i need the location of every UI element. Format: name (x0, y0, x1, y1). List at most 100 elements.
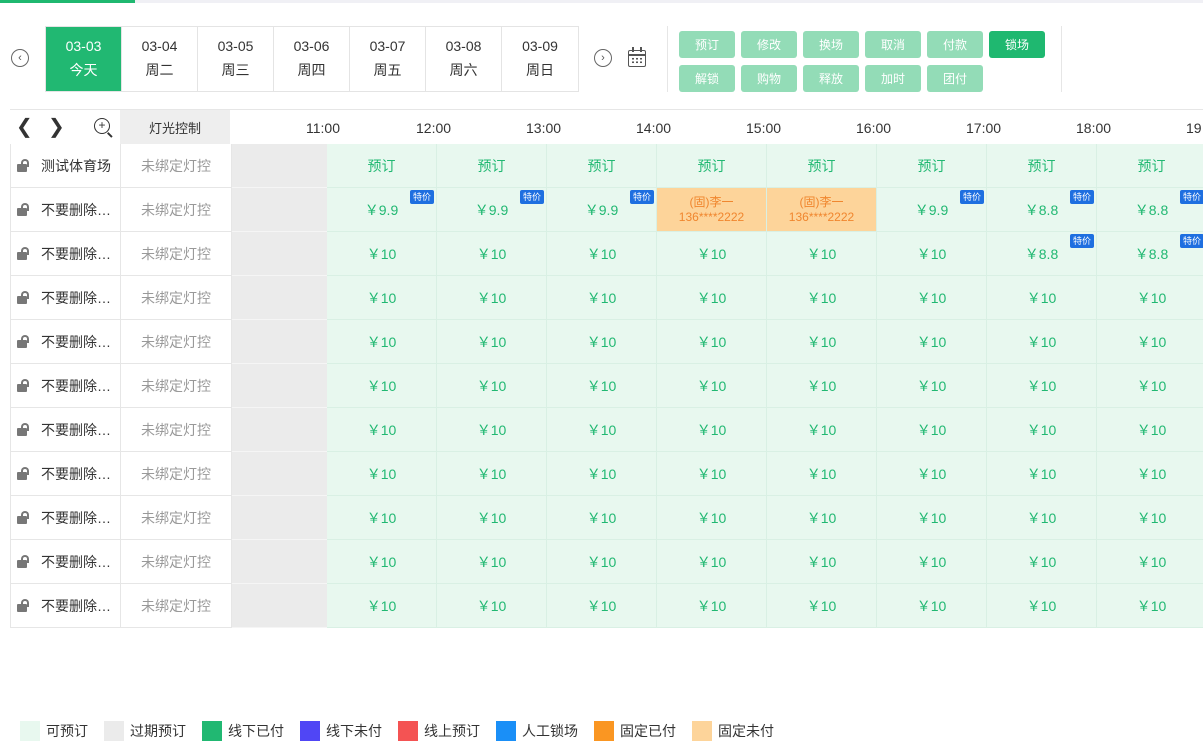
time-slot[interactable]: ￥10 (437, 232, 547, 276)
time-slot[interactable]: ￥9.9 特价 (547, 188, 657, 232)
time-slot[interactable]: ￥10 (987, 496, 1097, 540)
time-slot[interactable]: ￥10 (1097, 320, 1203, 364)
time-slot[interactable]: ￥10 (987, 584, 1097, 628)
time-slot[interactable]: 预订 (657, 144, 767, 188)
time-slot[interactable]: ￥10 (657, 364, 767, 408)
time-slot[interactable]: ￥10 (327, 276, 437, 320)
court-name-cell[interactable]: 不要删除… (10, 276, 121, 320)
time-slot[interactable]: ￥10 (987, 408, 1097, 452)
time-slot[interactable]: ￥10 (877, 408, 987, 452)
prev-week-icon[interactable]: ‹ (11, 49, 29, 67)
time-slot[interactable]: ￥10 (327, 320, 437, 364)
unlock-icon[interactable] (17, 247, 31, 260)
time-slot[interactable]: ￥10 (657, 452, 767, 496)
unlock-icon[interactable] (17, 159, 31, 172)
action-button-7[interactable]: 解锁 (679, 65, 735, 92)
time-slot[interactable]: ￥10 (657, 540, 767, 584)
time-slot[interactable]: ￥10 (657, 496, 767, 540)
time-slot[interactable]: ￥9.9 特价 (437, 188, 547, 232)
time-slot[interactable]: ￥10 (437, 452, 547, 496)
time-slot[interactable]: ￥10 (327, 540, 437, 584)
action-button-11[interactable]: 团付 (927, 65, 983, 92)
date-tab-03-05[interactable]: 03-05 周三 (198, 27, 274, 91)
time-slot[interactable]: (固)李一 136****2222 (767, 188, 877, 232)
time-slot[interactable]: ￥10 (767, 496, 877, 540)
action-button-1[interactable]: 预订 (679, 31, 735, 58)
time-slot[interactable]: 预订 (547, 144, 657, 188)
time-slot[interactable]: ￥10 (877, 496, 987, 540)
unlock-icon[interactable] (17, 511, 31, 524)
time-slot[interactable]: ￥10 (657, 408, 767, 452)
time-slot[interactable]: ￥10 (877, 320, 987, 364)
scroll-left-icon[interactable]: ❮ (16, 116, 33, 138)
action-button-10[interactable]: 加时 (865, 65, 921, 92)
time-slot[interactable]: ￥10 (547, 452, 657, 496)
time-slot[interactable]: ￥10 (657, 320, 767, 364)
date-tab-03-06[interactable]: 03-06 周四 (274, 27, 350, 91)
court-name-cell[interactable]: 不要删除… (10, 584, 121, 628)
time-slot[interactable]: ￥10 (437, 320, 547, 364)
time-slot[interactable]: ￥10 (987, 276, 1097, 320)
time-slot[interactable]: ￥10 (547, 232, 657, 276)
time-slot[interactable]: ￥10 (1097, 452, 1203, 496)
unlock-icon[interactable] (17, 555, 31, 568)
time-slot[interactable]: 预订 (987, 144, 1097, 188)
time-slot[interactable]: ￥10 (437, 276, 547, 320)
time-slot[interactable]: 预订 (767, 144, 877, 188)
court-name-cell[interactable]: 不要删除… (10, 452, 121, 496)
date-tab-03-03[interactable]: 03-03 今天 (46, 27, 122, 91)
unlock-icon[interactable] (17, 335, 31, 348)
time-slot[interactable]: ￥10 (767, 540, 877, 584)
time-slot[interactable]: ￥9.9 特价 (877, 188, 987, 232)
court-name-cell[interactable]: 不要删除… (10, 364, 121, 408)
court-name-cell[interactable]: 不要删除… (10, 232, 121, 276)
time-slot[interactable]: ￥10 (437, 496, 547, 540)
time-slot[interactable]: ￥10 (437, 584, 547, 628)
time-slot[interactable]: ￥10 (547, 320, 657, 364)
time-slot[interactable]: ￥10 (437, 408, 547, 452)
unlock-icon[interactable] (17, 379, 31, 392)
court-name-cell[interactable]: 不要删除… (10, 540, 121, 584)
time-slot[interactable]: ￥10 (987, 320, 1097, 364)
time-slot[interactable]: ￥10 (437, 364, 547, 408)
time-slot[interactable]: 预订 (1097, 144, 1203, 188)
time-slot[interactable]: ￥9.9 特价 (327, 188, 437, 232)
time-slot[interactable]: ￥10 (767, 408, 877, 452)
time-slot[interactable]: ￥10 (657, 584, 767, 628)
time-slot[interactable]: ￥10 (327, 364, 437, 408)
scroll-right-icon[interactable]: ❯ (48, 116, 65, 138)
time-slot[interactable]: 预订 (437, 144, 547, 188)
court-name-cell[interactable]: 不要删除… (10, 320, 121, 364)
next-week-icon[interactable]: › (594, 49, 612, 67)
time-slot[interactable]: ￥10 (327, 232, 437, 276)
time-slot[interactable]: ￥10 (877, 540, 987, 584)
time-slot[interactable]: ￥10 (657, 232, 767, 276)
date-tab-03-04[interactable]: 03-04 周二 (122, 27, 198, 91)
time-slot[interactable]: ￥10 (877, 232, 987, 276)
time-slot[interactable]: ￥8.8 特价 (987, 188, 1097, 232)
time-slot[interactable]: ￥10 (1097, 496, 1203, 540)
unlock-icon[interactable] (17, 203, 31, 216)
time-slot[interactable]: ￥10 (1097, 276, 1203, 320)
time-slot[interactable]: ￥10 (547, 496, 657, 540)
court-name-cell[interactable]: 测试体育场 (10, 144, 121, 188)
time-slot[interactable]: ￥10 (877, 276, 987, 320)
action-button-9[interactable]: 释放 (803, 65, 859, 92)
time-slot[interactable]: ￥10 (767, 364, 877, 408)
time-slot[interactable]: ￥10 (657, 276, 767, 320)
unlock-icon[interactable] (17, 467, 31, 480)
time-slot[interactable]: ￥10 (327, 452, 437, 496)
time-slot[interactable]: (固)李一 136****2222 (657, 188, 767, 232)
time-slot[interactable]: ￥10 (327, 584, 437, 628)
time-slot[interactable]: ￥10 (1097, 540, 1203, 584)
unlock-icon[interactable] (17, 599, 31, 612)
time-slot[interactable]: ￥10 (767, 452, 877, 496)
time-slot[interactable]: ￥10 (767, 584, 877, 628)
action-button-4[interactable]: 取消 (865, 31, 921, 58)
time-slot[interactable]: 预订 (327, 144, 437, 188)
time-slot[interactable]: ￥8.8 特价 (1097, 232, 1203, 276)
time-slot[interactable]: ￥10 (987, 452, 1097, 496)
time-slot[interactable]: ￥10 (547, 408, 657, 452)
unlock-icon[interactable] (17, 291, 31, 304)
time-slot[interactable]: ￥10 (437, 540, 547, 584)
